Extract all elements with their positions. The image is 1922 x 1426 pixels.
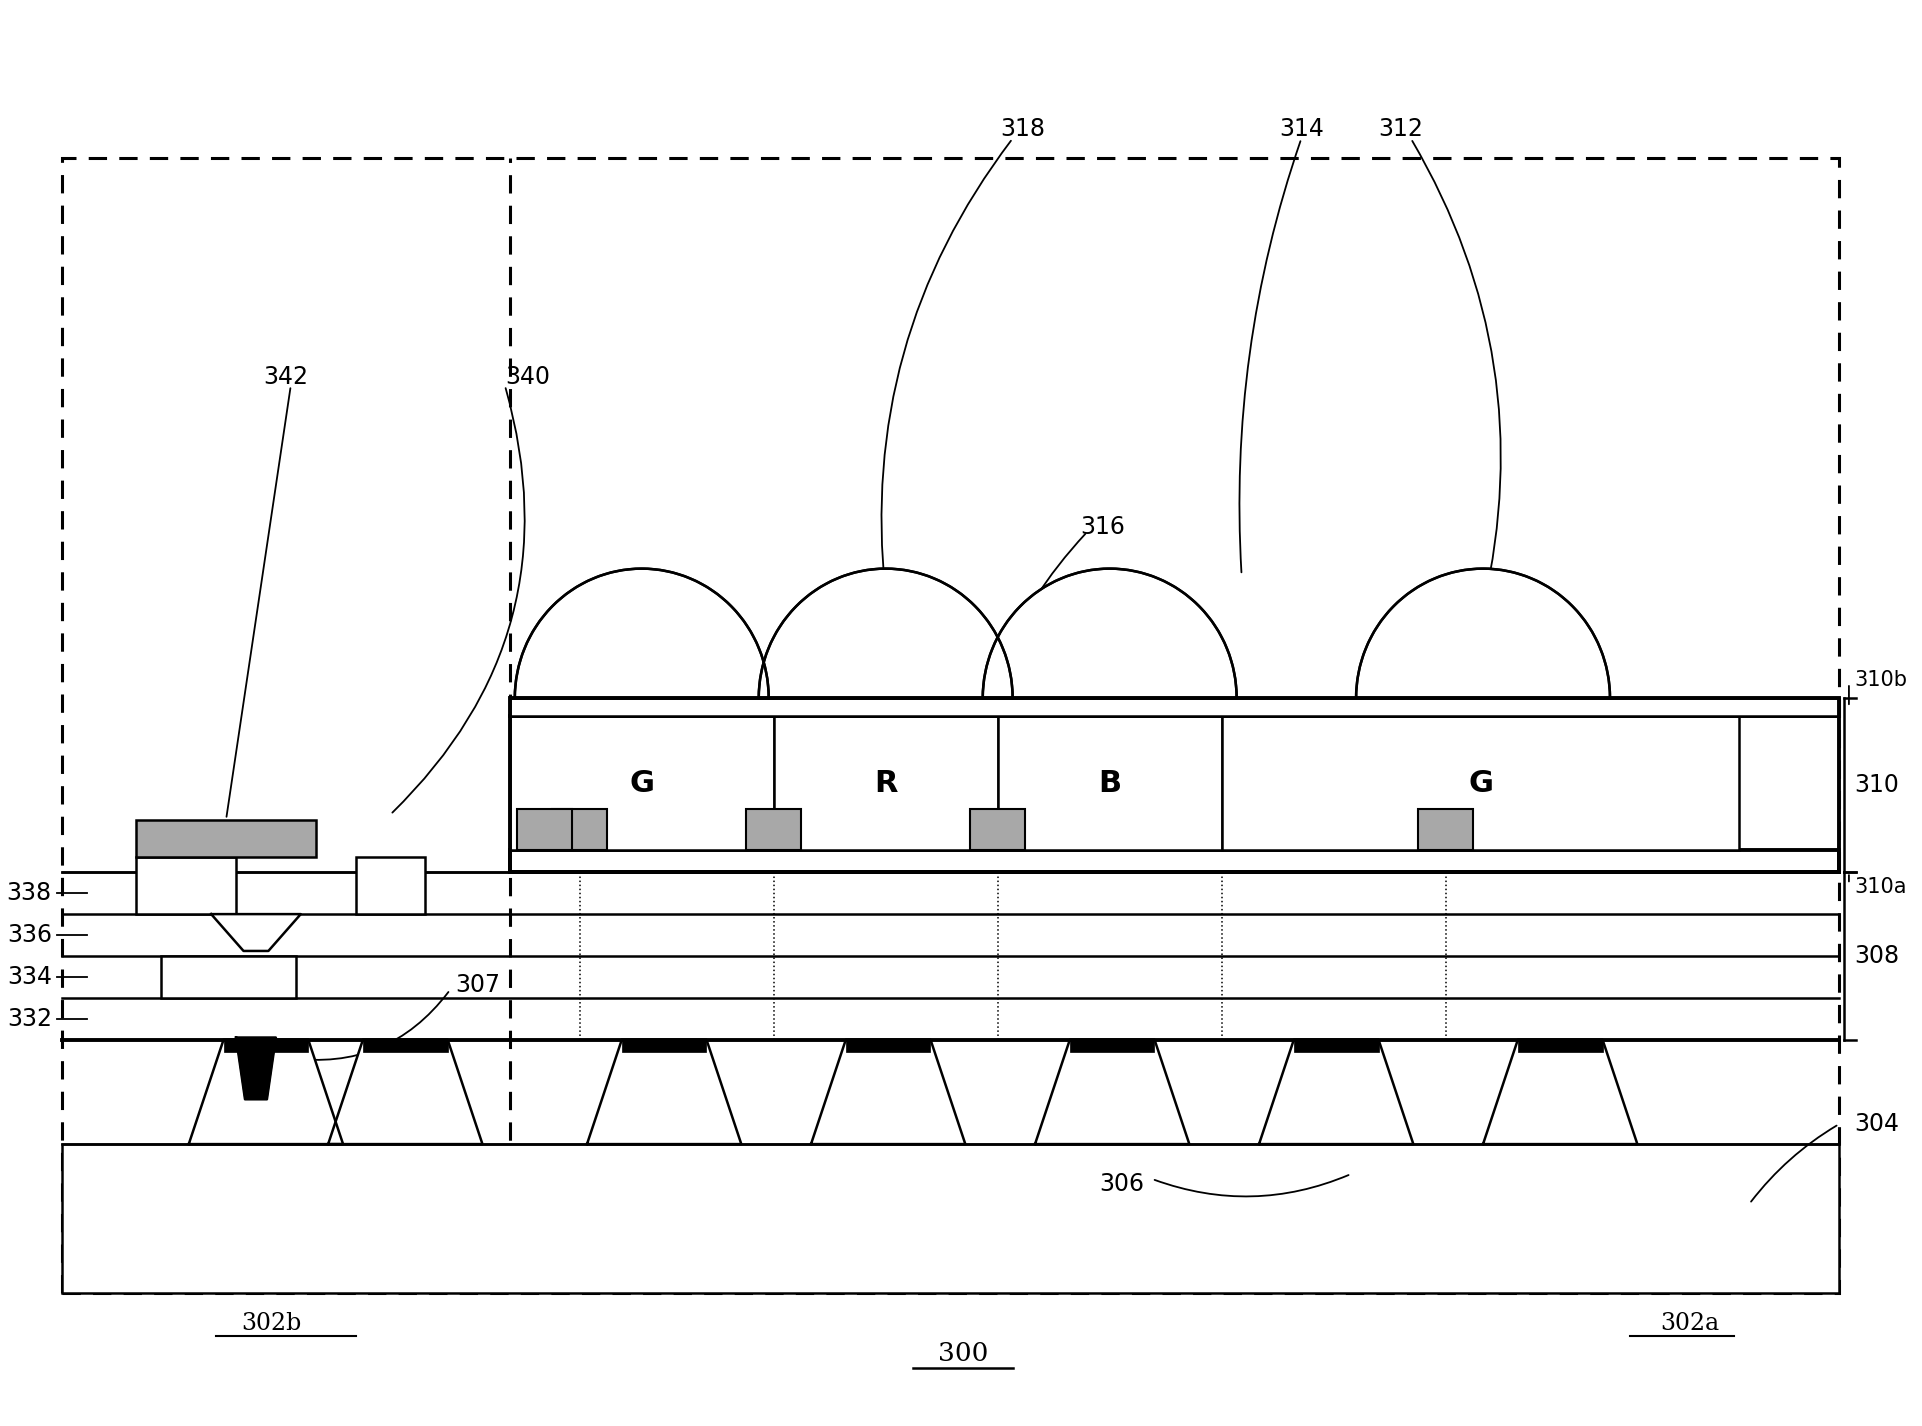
Bar — [161, 955, 296, 998]
Text: 307: 307 — [456, 973, 500, 997]
Polygon shape — [1357, 569, 1611, 699]
Text: 334: 334 — [8, 965, 52, 988]
Bar — [62, 158, 1839, 1293]
Bar — [1518, 1040, 1603, 1052]
Bar — [363, 1040, 448, 1052]
Text: 300: 300 — [938, 1340, 988, 1366]
Bar — [509, 716, 775, 850]
Text: 336: 336 — [8, 923, 52, 947]
Text: 310: 310 — [1855, 773, 1899, 797]
Bar — [509, 699, 1839, 873]
Text: 340: 340 — [505, 365, 550, 389]
Text: 316: 316 — [1080, 515, 1124, 539]
Text: 306: 306 — [1099, 1172, 1146, 1196]
Polygon shape — [982, 569, 1236, 699]
Bar — [775, 716, 998, 850]
Bar — [136, 820, 315, 857]
Text: 342: 342 — [263, 365, 308, 389]
Bar — [223, 1040, 308, 1052]
Text: 308: 308 — [1855, 944, 1899, 968]
Text: 332: 332 — [8, 1007, 52, 1031]
Bar — [552, 809, 607, 850]
Text: 302a: 302a — [1661, 1312, 1718, 1335]
Polygon shape — [759, 569, 1013, 699]
Bar — [971, 809, 1024, 850]
Bar — [1222, 716, 1739, 850]
Text: G: G — [1468, 769, 1493, 797]
Polygon shape — [211, 914, 300, 951]
Polygon shape — [1484, 1040, 1638, 1144]
Bar — [517, 809, 573, 850]
Text: 302b: 302b — [240, 1312, 302, 1335]
Text: 338: 338 — [8, 881, 52, 906]
Bar — [1071, 1040, 1155, 1052]
Bar — [509, 850, 1839, 873]
Bar — [998, 716, 1222, 850]
Polygon shape — [515, 569, 769, 699]
Text: 310b: 310b — [1855, 670, 1907, 690]
Text: 310a: 310a — [1855, 877, 1907, 897]
Text: B: B — [1097, 769, 1121, 797]
Bar — [846, 1040, 930, 1052]
Polygon shape — [586, 1040, 742, 1144]
Text: 304: 304 — [1855, 1112, 1899, 1137]
Polygon shape — [236, 1038, 277, 1099]
Bar — [62, 1144, 1839, 1293]
Polygon shape — [811, 1040, 965, 1144]
Bar — [509, 699, 1839, 716]
Text: R: R — [875, 769, 898, 797]
Polygon shape — [329, 1040, 482, 1144]
Bar — [136, 857, 236, 914]
Text: 318: 318 — [999, 117, 1046, 141]
Polygon shape — [1036, 1040, 1190, 1144]
Bar — [356, 857, 425, 914]
Bar — [1294, 1040, 1378, 1052]
Bar — [623, 1040, 707, 1052]
Text: 314: 314 — [1278, 117, 1324, 141]
Bar — [746, 809, 801, 850]
Polygon shape — [188, 1040, 342, 1144]
Text: 312: 312 — [1378, 117, 1424, 141]
Polygon shape — [1259, 1040, 1413, 1144]
Text: G: G — [628, 769, 653, 797]
Bar — [1418, 809, 1472, 850]
